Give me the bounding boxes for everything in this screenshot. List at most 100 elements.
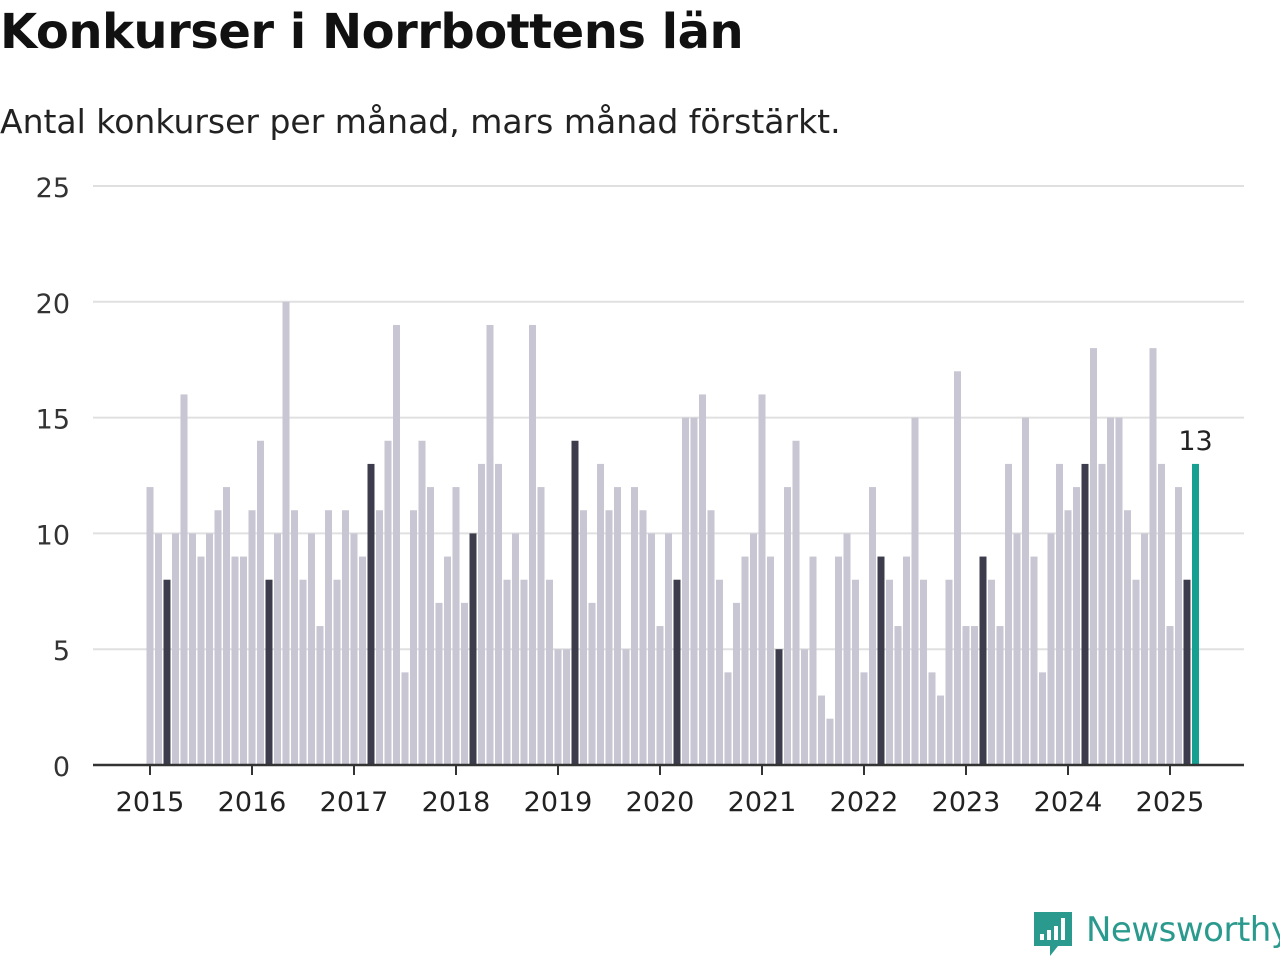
bar: [393, 324, 400, 765]
chart-title: Konkurser i Norrbottens län: [0, 4, 744, 60]
newsworthy-logo-icon: [1034, 912, 1072, 956]
bar: [1073, 487, 1080, 765]
x-tick-label: 2018: [422, 787, 491, 818]
bar: [444, 556, 451, 765]
bar: [223, 487, 230, 765]
y-tick-label: 0: [53, 752, 70, 783]
bar: [1141, 533, 1148, 765]
bar: [622, 649, 630, 765]
bar: [954, 371, 961, 765]
bar: [461, 602, 468, 765]
data-labels: 13: [1178, 426, 1212, 457]
bar: [240, 556, 247, 765]
bar: [631, 487, 638, 765]
bar: [1149, 348, 1157, 765]
bar: [1047, 533, 1055, 765]
bar: [350, 533, 358, 765]
x-tick-label: 2015: [116, 787, 185, 818]
bar: [588, 602, 596, 765]
bar: [758, 394, 766, 765]
bar: [520, 579, 528, 765]
bar: [495, 463, 502, 765]
bar: [1166, 626, 1174, 765]
bar: [741, 556, 749, 765]
bar: [988, 579, 995, 765]
bar: [308, 533, 315, 765]
bar: [231, 556, 239, 765]
x-tick-label: 2021: [728, 787, 797, 818]
bar: [928, 672, 936, 765]
bar: [197, 556, 205, 765]
bar: [903, 556, 910, 765]
bar: [673, 579, 681, 765]
bar: [809, 556, 817, 765]
y-tick-label: 15: [36, 405, 70, 436]
bar: [801, 649, 808, 765]
y-axis-tick-labels: 0 5 10 15 20 25: [36, 173, 70, 783]
chart-subtitle: Antal konkurser per månad, mars månad fö…: [0, 102, 841, 141]
bar: [665, 533, 672, 765]
latest-value-label: 13: [1178, 426, 1212, 457]
bar: [342, 510, 349, 765]
bar: [537, 487, 545, 765]
bar: [316, 626, 324, 765]
bar: [248, 510, 256, 765]
brand-name: Newsworthy: [1086, 910, 1280, 950]
bar: [750, 533, 757, 765]
bar: [401, 672, 409, 765]
bar: [571, 440, 579, 765]
x-tick-label: 2022: [830, 787, 899, 818]
bar: [767, 556, 774, 765]
bar: [792, 440, 800, 765]
bar: [180, 394, 188, 765]
bar: [563, 649, 570, 765]
x-tick-label: 2024: [1034, 787, 1103, 818]
bar: [163, 579, 171, 765]
bar: [894, 626, 902, 765]
bar: [1158, 463, 1165, 765]
bar: [979, 556, 987, 765]
bar: [486, 324, 494, 765]
bar: [1098, 463, 1106, 765]
bar: [639, 510, 647, 765]
bar: [155, 533, 162, 765]
bar: [852, 579, 859, 765]
bar: [546, 579, 553, 765]
bar: [299, 579, 307, 765]
bar: [325, 510, 332, 765]
bar: [605, 510, 613, 765]
bar: [1175, 487, 1182, 765]
bar: [733, 602, 740, 765]
y-tick-label: 10: [36, 520, 70, 551]
bar: [656, 626, 664, 765]
bar: [1030, 556, 1038, 765]
bar: [826, 718, 834, 765]
bar: [384, 440, 392, 765]
x-tick-label: 2016: [218, 787, 287, 818]
bar: [512, 533, 519, 765]
bar: [843, 533, 851, 765]
y-tick-label: 5: [53, 636, 70, 667]
bar: [1132, 579, 1140, 765]
bar: [333, 579, 341, 765]
bar: [835, 556, 842, 765]
bar: [1115, 417, 1123, 765]
bar: [257, 440, 264, 765]
bar-latest: [1192, 463, 1199, 765]
bar: [376, 510, 383, 765]
x-tick-label: 2020: [626, 787, 695, 818]
bar: [427, 487, 434, 765]
bar: [614, 487, 621, 765]
bar: [172, 533, 179, 765]
bar: [945, 579, 953, 765]
y-tick-label: 25: [36, 173, 70, 204]
bar: [682, 417, 689, 765]
bar: [291, 510, 298, 765]
bar: [206, 533, 213, 765]
bar: [648, 533, 655, 765]
bar: [597, 463, 604, 765]
x-axis: 2015 2016 2017 2018 2019 2020 2021 2022 2023 2024…: [93, 763, 1244, 818]
y-tick-label: 20: [36, 289, 70, 320]
bar: [1124, 510, 1131, 765]
bar: [1022, 417, 1029, 765]
